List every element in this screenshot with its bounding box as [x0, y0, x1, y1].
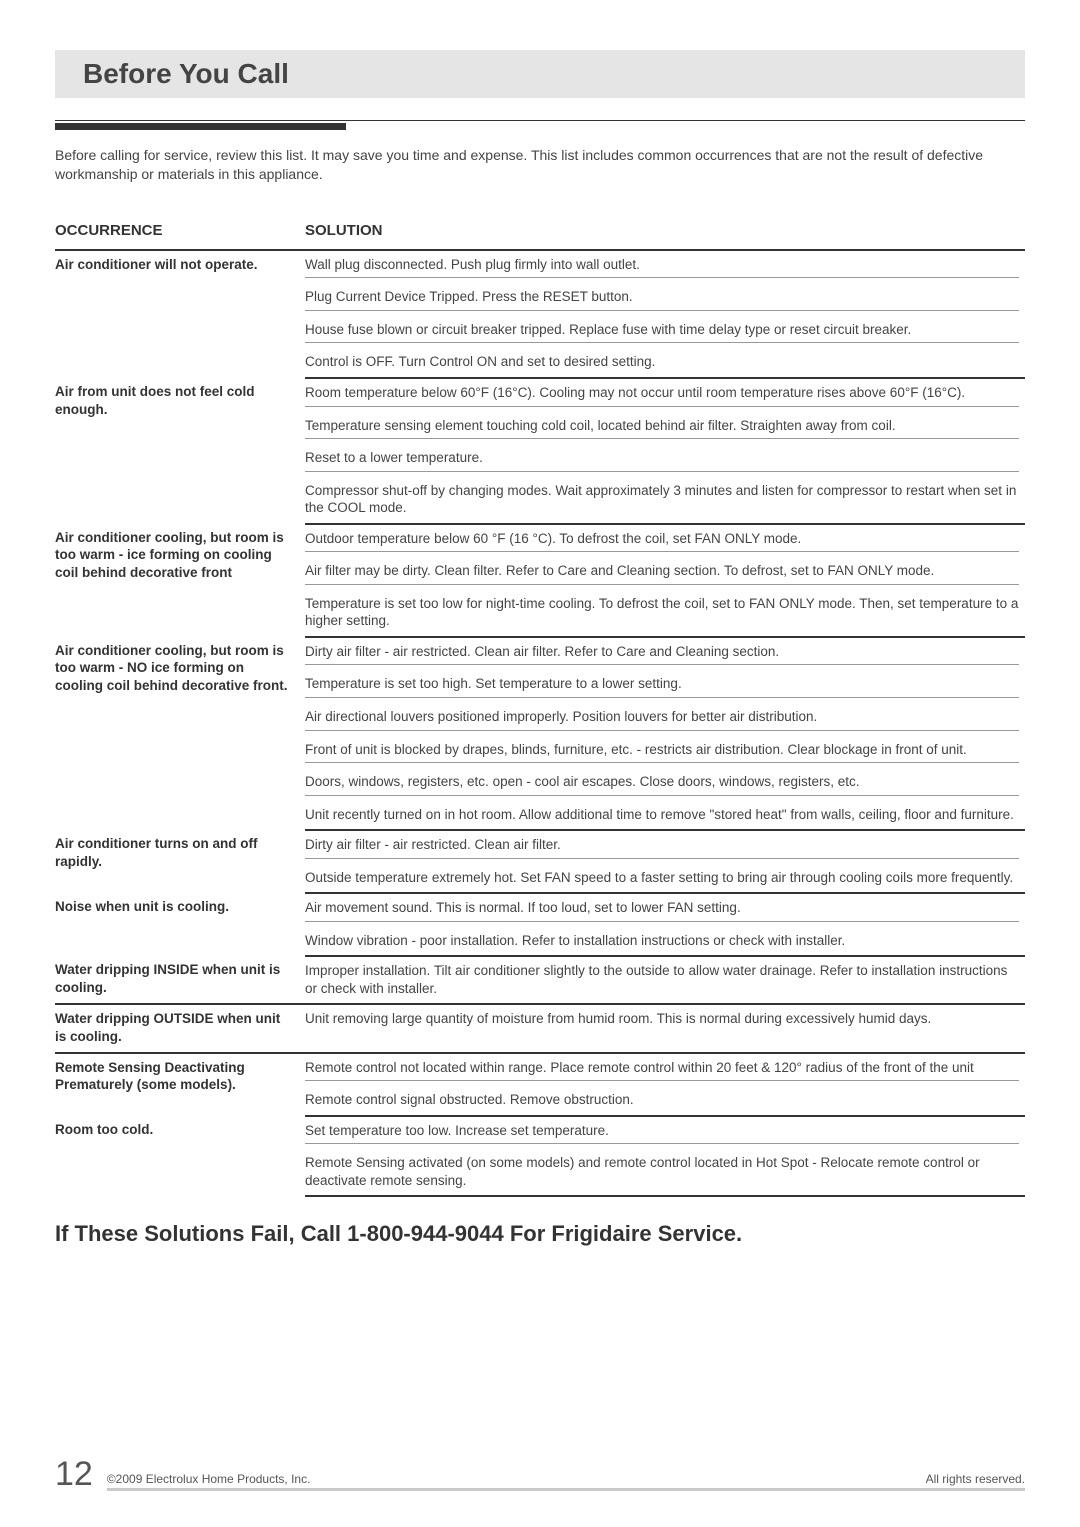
occurrence-cell: Room too cold.	[55, 1116, 305, 1197]
solution-text: Set temperature too low. Increase set te…	[305, 1122, 1019, 1145]
solution-cell: Remote Sensing activated (on some models…	[305, 1149, 1025, 1196]
solution-text: House fuse blown or circuit breaker trip…	[305, 321, 1019, 344]
table-row: Water dripping INSIDE when unit is cooli…	[55, 956, 1025, 1004]
solution-cell: Plug Current Device Tripped. Press the R…	[305, 283, 1025, 316]
troubleshoot-body: Air conditioner will not operate.Wall pl…	[55, 250, 1025, 1197]
col-header-solution: SOLUTION	[305, 216, 1025, 250]
solution-text: Dirty air filter - air restricted. Clean…	[305, 643, 1019, 666]
thick-rule-accent	[55, 123, 346, 130]
solution-text: Outside temperature extremely hot. Set F…	[305, 869, 1019, 887]
solution-text: Reset to a lower temperature.	[305, 449, 1019, 472]
solution-cell: Remote control not located within range.…	[305, 1053, 1025, 1087]
solution-text: Window vibration - poor installation. Re…	[305, 932, 1019, 950]
col-header-occurrence: OCCURRENCE	[55, 216, 305, 250]
solution-text: Control is OFF. Turn Control ON and set …	[305, 353, 1019, 371]
solution-text: Air directional louvers positioned impro…	[305, 708, 1019, 731]
solution-cell: Compressor shut-off by changing modes. W…	[305, 477, 1025, 524]
solution-cell: Air directional louvers positioned impro…	[305, 703, 1025, 736]
table-row: Noise when unit is cooling.Air movement …	[55, 893, 1025, 927]
table-row: Room too cold.Set temperature too low. I…	[55, 1116, 1025, 1150]
solution-cell: Outdoor temperature below 60 °F (16 °C).…	[305, 524, 1025, 558]
occurrence-cell: Air conditioner turns on and off rapidly…	[55, 830, 305, 893]
occurrence-cell: Water dripping INSIDE when unit is cooli…	[55, 956, 305, 1004]
occurrence-cell: Water dripping OUTSIDE when unit is cool…	[55, 1004, 305, 1052]
troubleshoot-table: OCCURRENCE SOLUTION Air conditioner will…	[55, 216, 1025, 1198]
solution-cell: Reset to a lower temperature.	[305, 444, 1025, 477]
rights-text: All rights reserved.	[926, 1472, 1025, 1486]
occurrence-cell: Remote Sensing Deactivating Prematurely …	[55, 1053, 305, 1116]
solution-cell: Dirty air filter - air restricted. Clean…	[305, 637, 1025, 671]
solution-cell: Temperature is set too low for night-tim…	[305, 590, 1025, 637]
table-row: Air conditioner turns on and off rapidly…	[55, 830, 1025, 864]
solution-cell: Wall plug disconnected. Push plug firmly…	[305, 250, 1025, 284]
solution-text: Remote Sensing activated (on some models…	[305, 1154, 1019, 1189]
solution-text: Temperature is set too low for night-tim…	[305, 595, 1019, 630]
occurrence-cell: Air conditioner will not operate.	[55, 250, 305, 378]
solution-cell: Unit recently turned on in hot room. All…	[305, 801, 1025, 831]
divider-rule-top	[55, 120, 1025, 121]
solution-text: Compressor shut-off by changing modes. W…	[305, 482, 1019, 517]
solution-text: Temperature sensing element touching col…	[305, 417, 1019, 440]
solution-cell: Set temperature too low. Increase set te…	[305, 1116, 1025, 1150]
solution-cell: Remote control signal obstructed. Remove…	[305, 1086, 1025, 1116]
solution-cell: Doors, windows, registers, etc. open - c…	[305, 768, 1025, 801]
solution-cell: Temperature sensing element touching col…	[305, 412, 1025, 445]
solution-text: Wall plug disconnected. Push plug firmly…	[305, 256, 1019, 279]
section-title-bar: Before You Call	[55, 50, 1025, 98]
service-call-line: If These Solutions Fail, Call 1-800-944-…	[55, 1221, 1025, 1247]
solution-cell: Unit removing large quantity of moisture…	[305, 1004, 1025, 1052]
occurrence-cell: Noise when unit is cooling.	[55, 893, 305, 956]
table-row: Remote Sensing Deactivating Prematurely …	[55, 1053, 1025, 1087]
table-row: Water dripping OUTSIDE when unit is cool…	[55, 1004, 1025, 1052]
solution-text: Temperature is set too high. Set tempera…	[305, 675, 1019, 698]
page-footer: 12 ©2009 Electrolux Home Products, Inc. …	[55, 1457, 1025, 1491]
solution-cell: Room temperature below 60°F (16°C). Cool…	[305, 378, 1025, 412]
page-number: 12	[55, 1457, 93, 1491]
solution-cell: House fuse blown or circuit breaker trip…	[305, 316, 1025, 349]
copyright-text: ©2009 Electrolux Home Products, Inc.	[107, 1472, 311, 1486]
solution-cell: Front of unit is blocked by drapes, blin…	[305, 736, 1025, 769]
solution-text: Air filter may be dirty. Clean filter. R…	[305, 562, 1019, 585]
solution-text: Remote control signal obstructed. Remove…	[305, 1091, 1019, 1109]
solution-text: Air movement sound. This is normal. If t…	[305, 899, 1019, 922]
solution-text: Front of unit is blocked by drapes, blin…	[305, 741, 1019, 764]
solution-cell: Window vibration - poor installation. Re…	[305, 927, 1025, 957]
solution-text: Remote control not located within range.…	[305, 1059, 1019, 1082]
solution-cell: Air filter may be dirty. Clean filter. R…	[305, 557, 1025, 590]
table-row: Air from unit does not feel cold enough.…	[55, 378, 1025, 412]
occurrence-cell: Air conditioner cooling, but room is too…	[55, 524, 305, 637]
occurrence-cell: Air conditioner cooling, but room is too…	[55, 637, 305, 830]
solution-text: Doors, windows, registers, etc. open - c…	[305, 773, 1019, 796]
solution-cell: Outside temperature extremely hot. Set F…	[305, 864, 1025, 894]
solution-cell: Air movement sound. This is normal. If t…	[305, 893, 1025, 927]
solution-cell: Temperature is set too high. Set tempera…	[305, 670, 1025, 703]
intro-paragraph: Before calling for service, review this …	[55, 146, 1025, 184]
solution-text: Room temperature below 60°F (16°C). Cool…	[305, 384, 1019, 407]
table-row: Air conditioner will not operate.Wall pl…	[55, 250, 1025, 284]
solution-text: Unit removing large quantity of moisture…	[305, 1010, 1019, 1028]
solution-cell: Dirty air filter - air restricted. Clean…	[305, 830, 1025, 864]
solution-text: Improper installation. Tilt air conditio…	[305, 962, 1019, 997]
solution-cell: Control is OFF. Turn Control ON and set …	[305, 348, 1025, 378]
solution-cell: Improper installation. Tilt air conditio…	[305, 956, 1025, 1004]
section-title: Before You Call	[83, 58, 997, 90]
occurrence-cell: Air from unit does not feel cold enough.	[55, 378, 305, 524]
footer-bar: ©2009 Electrolux Home Products, Inc. All…	[107, 1472, 1025, 1491]
solution-text: Dirty air filter - air restricted. Clean…	[305, 836, 1019, 859]
solution-text: Unit recently turned on in hot room. All…	[305, 806, 1019, 824]
solution-text: Outdoor temperature below 60 °F (16 °C).…	[305, 530, 1019, 553]
table-row: Air conditioner cooling, but room is too…	[55, 637, 1025, 671]
solution-text: Plug Current Device Tripped. Press the R…	[305, 288, 1019, 311]
table-row: Air conditioner cooling, but room is too…	[55, 524, 1025, 558]
